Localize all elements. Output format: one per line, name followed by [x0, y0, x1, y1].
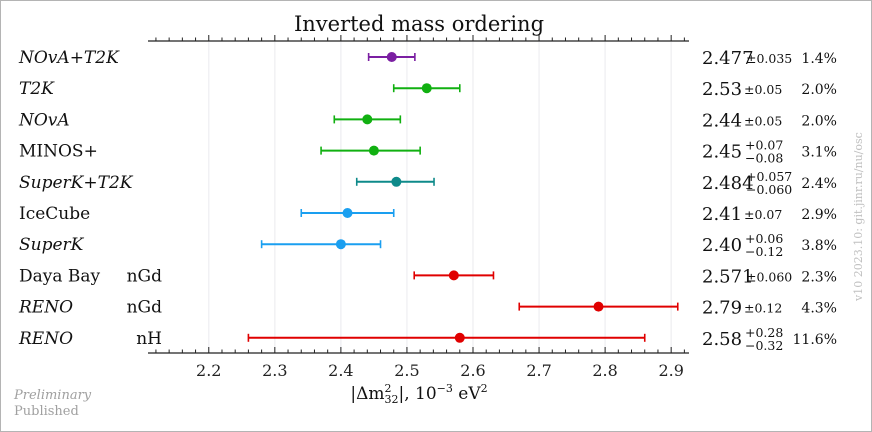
- value-label: 2.571: [702, 266, 754, 287]
- experiment-label: Daya Bay: [19, 266, 101, 286]
- data-point: [391, 176, 402, 187]
- value-label: 2.79: [702, 298, 742, 319]
- error-label: ±0.05: [744, 82, 782, 97]
- data-row: IceCube 2.41 ±0.07 2.9%: [19, 204, 837, 225]
- experiment-label: T2K: [19, 79, 55, 99]
- percent-label: 2.4%: [801, 176, 837, 192]
- error-minus-label: −0.32: [745, 338, 783, 353]
- x-tick-label: 2.6: [460, 361, 485, 380]
- data-rows: NOvA+T2K 2.477±0.035 1.4%T2K 2.53 ±0.05 2.0%N…: [18, 48, 837, 353]
- detector-label: nGd: [127, 298, 163, 318]
- error-plus-label: +0.07: [745, 138, 783, 153]
- chart-title: Inverted mass ordering: [294, 12, 544, 36]
- data-row: Daya Bay nGd 2.571±0.060 2.3%: [19, 266, 837, 287]
- error-minus-label: −0.060: [746, 182, 792, 197]
- data-point: [386, 52, 397, 62]
- data-point: [448, 270, 459, 281]
- detector-label: nGd: [127, 266, 163, 286]
- x-axis-label: |Δm2 32|, 10−3 eV2: [350, 382, 487, 406]
- x-tick-label: 2.4: [328, 361, 353, 380]
- error-label: ±0.12: [744, 301, 782, 316]
- x-tick-label: 2.2: [196, 361, 221, 380]
- data-point: [335, 239, 346, 250]
- experiment-label: RENO: [18, 298, 73, 318]
- percent-label: 1.4%: [801, 51, 837, 67]
- x-tick-label: 2.7: [526, 361, 551, 380]
- detector-label: nH: [136, 329, 162, 349]
- experiment-label: RENO: [18, 329, 73, 349]
- x-tick-label: 2.5: [394, 361, 419, 380]
- experiment-label: NOvA+T2K: [18, 48, 120, 68]
- experiment-label: MINOS+: [19, 142, 98, 162]
- percent-label: 3.1%: [801, 145, 837, 161]
- data-point: [454, 332, 465, 343]
- percent-label: 2.9%: [801, 207, 837, 223]
- x-tick-label: 2.9: [658, 361, 683, 380]
- value-label: 2.41: [702, 204, 742, 225]
- data-point: [593, 301, 604, 312]
- data-point: [362, 114, 373, 125]
- data-point: [368, 145, 379, 156]
- value-label: 2.40: [702, 235, 742, 256]
- data-point: [342, 208, 353, 218]
- error-label: ±0.05: [744, 113, 782, 128]
- error-label: ±0.07: [744, 207, 782, 222]
- percent-label: 11.6%: [793, 332, 837, 348]
- error-label: ±0.060: [746, 269, 792, 284]
- percent-label: 4.3%: [801, 301, 837, 317]
- data-row: SuperK 2.40 +0.06−0.12 3.8%: [19, 231, 837, 259]
- legend-preliminary: Preliminary: [13, 388, 92, 403]
- version-watermark: v10 2023.10: git.jinr.ru/nu/osc: [852, 132, 865, 302]
- error-minus-label: −0.12: [745, 244, 783, 259]
- percent-label: 2.0%: [801, 113, 837, 129]
- data-row: NOvA 2.44 ±0.05 2.0%: [18, 110, 837, 131]
- value-label: 2.477: [702, 48, 754, 69]
- grid-lines: [208, 41, 672, 353]
- x-tick-label: 2.8: [592, 361, 617, 380]
- data-row: SuperK+T2K 2.484+0.057−0.060 2.4%: [19, 169, 837, 197]
- error-plus-label: +0.28: [745, 325, 783, 340]
- value-label: 2.44: [702, 110, 742, 131]
- data-row: RENO nH 2.58 +0.28−0.32 11.6%: [18, 325, 837, 353]
- experiment-label: SuperK: [19, 235, 85, 255]
- value-label: 2.484: [702, 173, 754, 194]
- error-plus-label: +0.06: [745, 231, 783, 246]
- data-point: [421, 83, 432, 94]
- error-label: ±0.035: [746, 51, 792, 66]
- value-label: 2.53: [702, 79, 742, 100]
- error-plus-label: +0.057: [746, 169, 792, 184]
- percent-label: 3.8%: [801, 238, 837, 254]
- data-row: RENO nGd 2.79 ±0.12 4.3%: [18, 298, 837, 319]
- legend-published: Published: [14, 404, 79, 419]
- data-row: T2K 2.53 ±0.05 2.0%: [19, 79, 837, 100]
- data-row: NOvA+T2K 2.477±0.035 1.4%: [18, 48, 837, 69]
- data-row: MINOS+ 2.45 +0.07−0.08 3.1%: [19, 138, 837, 166]
- value-label: 2.58: [702, 329, 742, 350]
- percent-label: 2.3%: [801, 269, 837, 285]
- experiment-label: SuperK+T2K: [19, 173, 134, 193]
- experiment-label: IceCube: [19, 204, 90, 224]
- experiment-label: NOvA: [18, 110, 70, 130]
- value-label: 2.45: [702, 142, 742, 163]
- axes: 2.2 2.3 2.4 2.5 2.6 2.7 2.8 2.9: [148, 35, 689, 380]
- error-minus-label: −0.08: [745, 151, 783, 166]
- percent-label: 2.0%: [801, 82, 837, 98]
- x-tick-label: 2.3: [262, 361, 287, 380]
